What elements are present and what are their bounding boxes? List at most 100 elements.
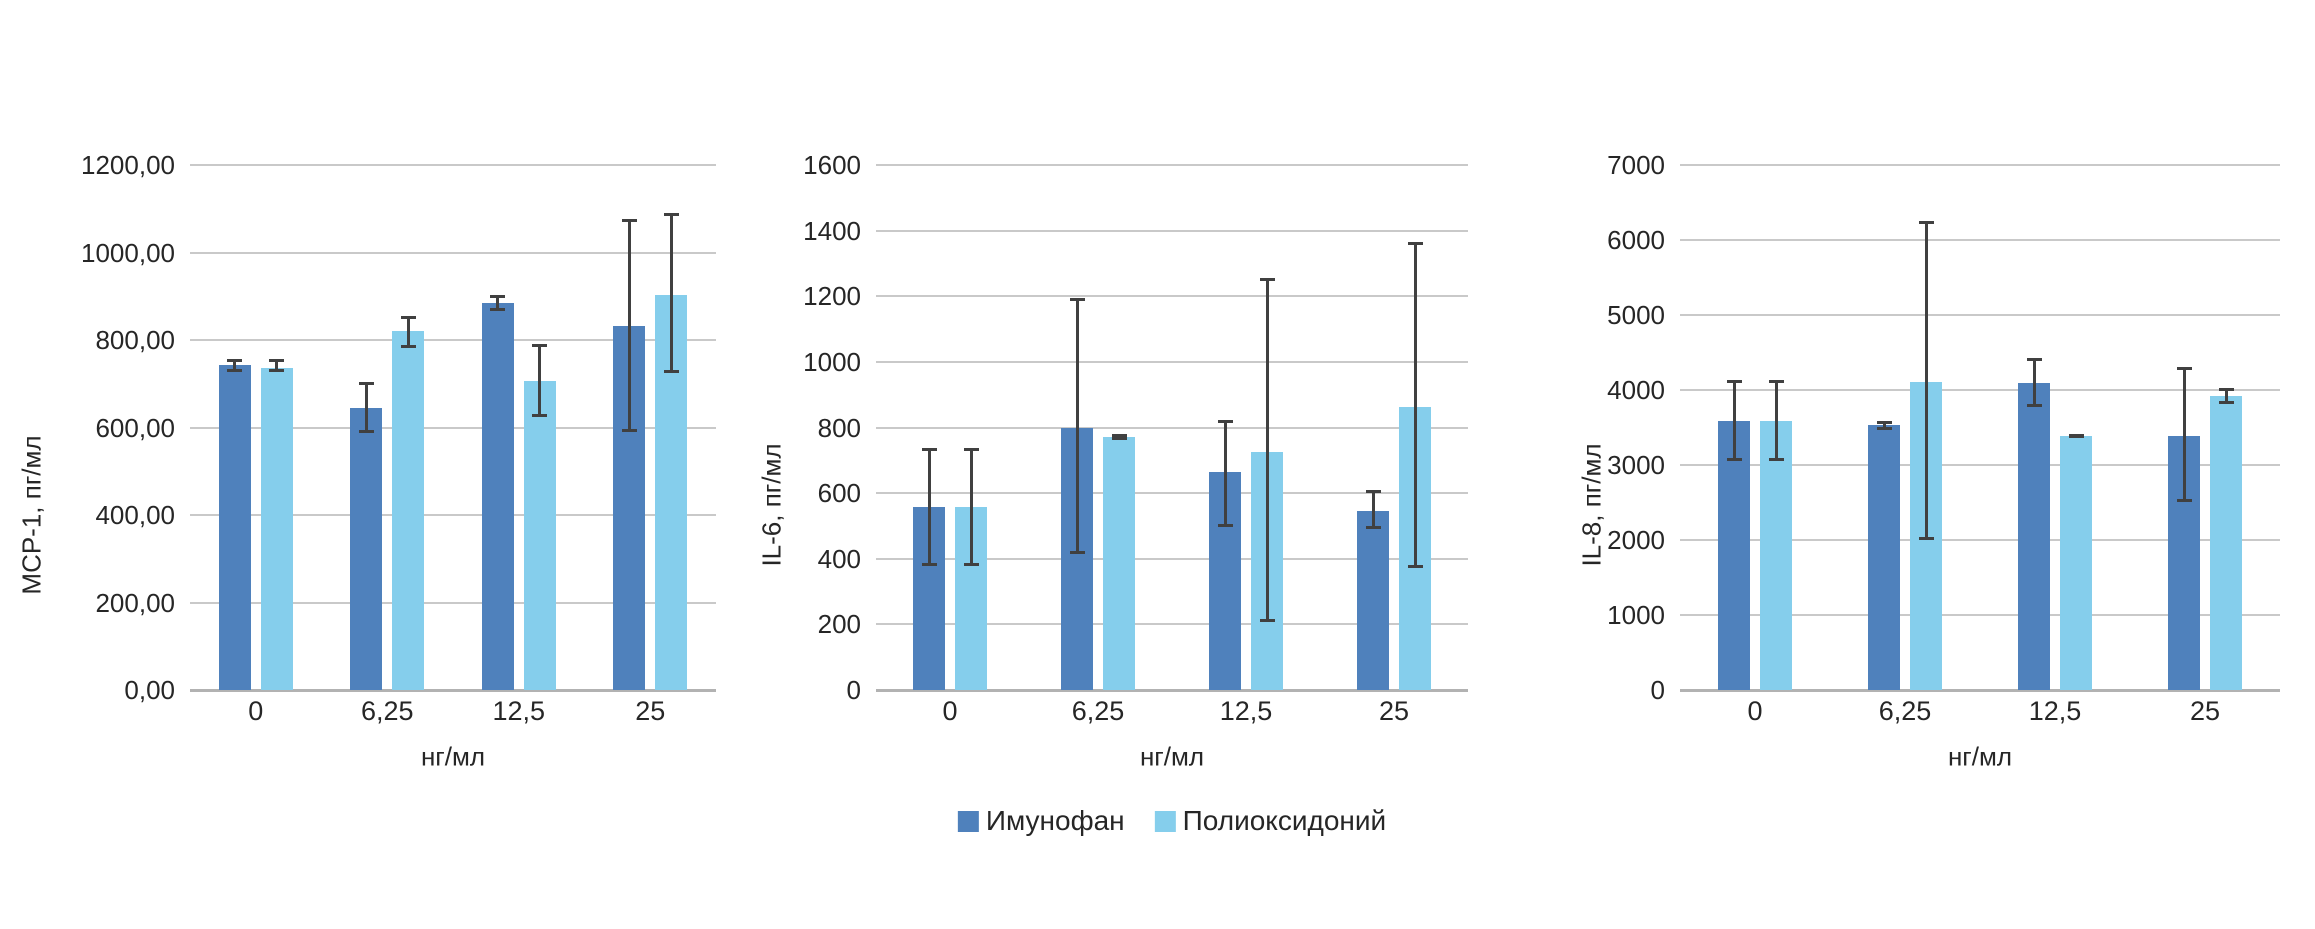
error-bar-imunofan-0 bbox=[227, 358, 243, 373]
gridline-y7000 bbox=[1680, 164, 2280, 166]
error-bar-cap-bottom bbox=[921, 562, 937, 566]
y-tick-label: 2000 bbox=[1607, 525, 1665, 555]
y-axis-title: MCP-1, пг/мл bbox=[16, 435, 47, 595]
y-tick-label: 800 bbox=[817, 412, 861, 443]
legend-label-polyoxidonium: Полиоксидоний bbox=[1182, 805, 1387, 836]
bar-polyoxidonium-12,5 bbox=[2060, 436, 2092, 690]
error-bar-cap-top bbox=[532, 343, 548, 347]
error-bar-polyoxidonium-12,5 bbox=[2068, 434, 2084, 439]
error-bar-imunofan-25 bbox=[621, 218, 637, 432]
error-bar-imunofan-0 bbox=[1726, 379, 1742, 461]
bar-polyoxidonium-0 bbox=[260, 368, 293, 690]
error-bar-imunofan-12,5 bbox=[1217, 419, 1233, 527]
bar-imunofan-6,25 bbox=[1868, 425, 1900, 690]
error-bar-cap-bottom bbox=[1365, 526, 1381, 530]
legend-swatch-polyoxidonium bbox=[1154, 810, 1176, 832]
error-bar-imunofan-12,5 bbox=[490, 294, 506, 311]
error-bar-cap-bottom bbox=[2176, 498, 2192, 502]
gridline-y6000 bbox=[1680, 239, 2280, 241]
error-bar-cap-top bbox=[663, 212, 679, 216]
error-bar-line bbox=[2032, 358, 2036, 407]
y-tick-label: 600,00 bbox=[95, 412, 175, 443]
error-bar-cap-bottom bbox=[1217, 523, 1233, 527]
error-bar-polyoxidonium-12,5 bbox=[532, 343, 548, 418]
error-bar-cap-top bbox=[1876, 420, 1892, 424]
error-bar-cap-bottom bbox=[1918, 537, 1934, 541]
error-bar-line bbox=[1075, 297, 1079, 555]
error-bar-line bbox=[275, 358, 279, 372]
gridline-y600 bbox=[876, 492, 1468, 495]
error-bar-polyoxidonium-0 bbox=[269, 358, 285, 372]
error-bar-line bbox=[2224, 387, 2228, 405]
error-bar-cap-top bbox=[1259, 277, 1275, 281]
gridline-y800 bbox=[876, 426, 1468, 429]
error-bar-cap-top bbox=[1365, 490, 1381, 494]
x-tick-label: 0 bbox=[1747, 696, 1763, 726]
bar-imunofan-0 bbox=[1718, 421, 1750, 690]
error-bar-polyoxidonium-25 bbox=[2218, 387, 2234, 405]
gridline-y800 bbox=[190, 339, 716, 341]
x-tick-label: 6,25 bbox=[1071, 696, 1125, 726]
y-tick-label: 0 bbox=[1650, 675, 1665, 705]
x-tick-label: 0 bbox=[942, 696, 958, 726]
error-bar-line bbox=[364, 381, 368, 434]
error-bar-imunofan-6,25 bbox=[358, 381, 374, 434]
error-bar-cap-top bbox=[2026, 358, 2042, 362]
y-tick-label: 1400 bbox=[803, 215, 861, 246]
error-bar-cap-top bbox=[227, 358, 243, 362]
x-tick-label: 25 bbox=[2189, 696, 2221, 726]
error-bar-cap-top bbox=[490, 294, 506, 298]
x-tick-label: 0 bbox=[248, 696, 264, 726]
y-tick-label: 5000 bbox=[1607, 300, 1665, 330]
bar-imunofan-12,5 bbox=[2018, 383, 2050, 690]
legend-label-imunofan: Имунофан bbox=[985, 805, 1125, 836]
x-tick-label: 25 bbox=[1378, 696, 1410, 726]
x-tick-label: 6,25 bbox=[360, 696, 414, 726]
gridline-y1000 bbox=[876, 360, 1468, 363]
error-bar-line bbox=[927, 447, 931, 566]
error-bar-polyoxidonium-6,25 bbox=[1918, 220, 1934, 541]
error-bar-line bbox=[1774, 379, 1778, 461]
x-tick-label: 12,5 bbox=[492, 696, 546, 726]
error-bar-line bbox=[1223, 419, 1227, 527]
error-bar-polyoxidonium-6,25 bbox=[1111, 434, 1127, 441]
error-bar-polyoxidonium-0 bbox=[963, 447, 979, 566]
y-tick-label: 1200,00 bbox=[81, 150, 175, 180]
x-tick-label: 12,5 bbox=[1219, 696, 1273, 726]
gridline-y2000 bbox=[1680, 539, 2280, 541]
error-bar-imunofan-25 bbox=[2176, 367, 2192, 502]
bar-imunofan-25 bbox=[1357, 510, 1389, 690]
y-tick-label: 400 bbox=[817, 543, 861, 574]
error-bar-cap-bottom bbox=[490, 307, 506, 311]
gridline-y1600 bbox=[876, 164, 1468, 166]
y-axis-title: IL-6, пг/мл bbox=[756, 443, 787, 567]
error-bar-imunofan-6,25 bbox=[1069, 297, 1085, 555]
gridline-y400 bbox=[190, 514, 716, 516]
error-bar-cap-top bbox=[2218, 387, 2234, 391]
error-bar-cap-top bbox=[269, 358, 285, 362]
error-bar-cap-bottom bbox=[1876, 427, 1892, 431]
error-bar-cap-top bbox=[1726, 379, 1742, 383]
y-axis-title: IL-8, пг/мл bbox=[1576, 443, 1607, 567]
y-tick-label: 6000 bbox=[1607, 225, 1665, 255]
gridline-y1400 bbox=[876, 229, 1468, 232]
error-bar-cap-top bbox=[1768, 379, 1784, 383]
error-bar-cap-top bbox=[1407, 241, 1423, 245]
y-tick-label: 1000 bbox=[1607, 600, 1665, 630]
error-bar-cap-bottom bbox=[227, 369, 243, 373]
gridline-y1000 bbox=[1680, 614, 2280, 616]
error-bar-line bbox=[538, 343, 542, 418]
gridline-y200 bbox=[876, 623, 1468, 626]
error-bar-cap-top bbox=[1069, 297, 1085, 301]
legend-item-polyoxidonium: Полиоксидоний bbox=[1154, 805, 1387, 837]
error-bar-imunofan-6,25 bbox=[1876, 420, 1892, 431]
error-bar-cap-bottom bbox=[2068, 435, 2084, 439]
error-bar-line bbox=[1732, 379, 1736, 461]
error-bar-cap-bottom bbox=[1407, 565, 1423, 569]
bar-polyoxidonium-6,25 bbox=[1103, 437, 1135, 690]
error-bar-line bbox=[627, 218, 631, 432]
error-bar-cap-bottom bbox=[1259, 619, 1275, 623]
bar-imunofan-6,25 bbox=[350, 407, 383, 690]
error-bar-cap-bottom bbox=[2026, 403, 2042, 407]
